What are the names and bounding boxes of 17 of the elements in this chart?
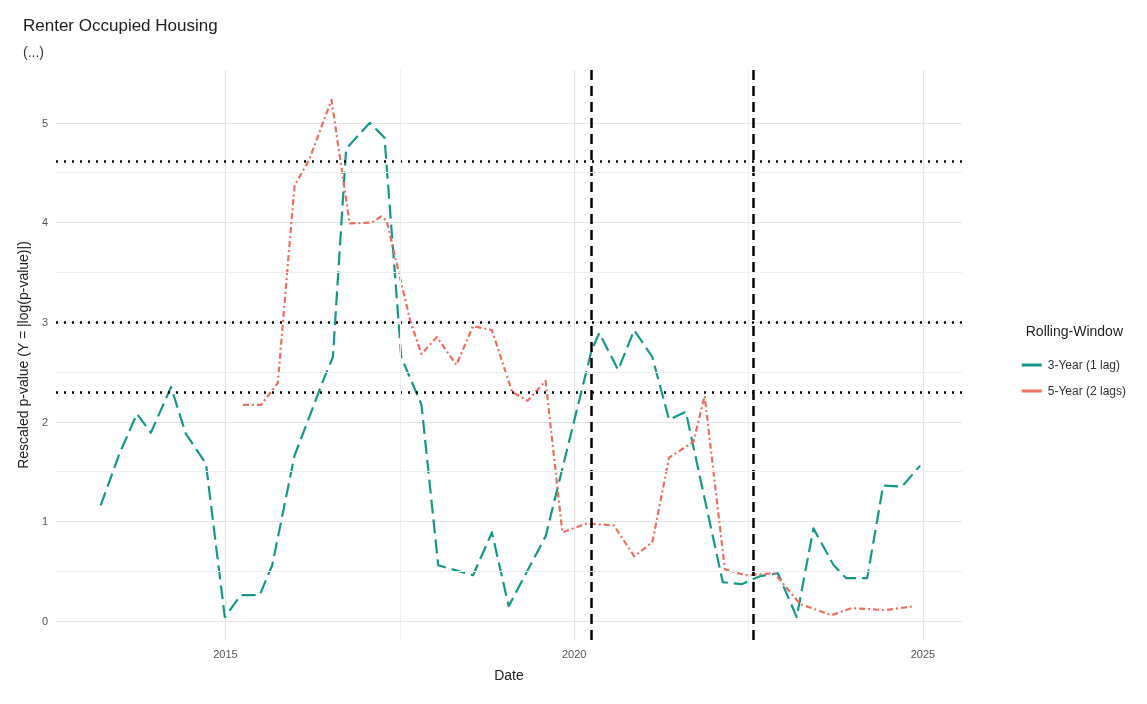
chart-title: Renter Occupied Housing xyxy=(23,16,218,35)
y-tick-label: 4 xyxy=(41,216,48,229)
legend-label: 5-Year (2 lags) xyxy=(1047,384,1126,398)
x-tick-label: 2025 xyxy=(910,647,936,660)
y-tick-label: 1 xyxy=(41,515,48,528)
x-axis-title: Date xyxy=(494,667,524,683)
chart-subtitle: (...) xyxy=(23,44,44,60)
x-tick-label: 2020 xyxy=(561,647,587,660)
y-tick-label: 5 xyxy=(41,116,48,129)
y-tick-label: 3 xyxy=(41,316,48,329)
x-tick-label: 2015 xyxy=(213,647,238,660)
line-series xyxy=(99,121,922,619)
legend-title: Rolling-Window xyxy=(1025,323,1124,339)
y-tick-label: 2 xyxy=(41,415,48,428)
y-tick-label: 0 xyxy=(41,615,48,628)
legend-label: 3-Year (1 lag) xyxy=(1047,358,1120,372)
y-axis-title: Rescaled p-value (Y = |log(p-value)|) xyxy=(15,241,31,469)
